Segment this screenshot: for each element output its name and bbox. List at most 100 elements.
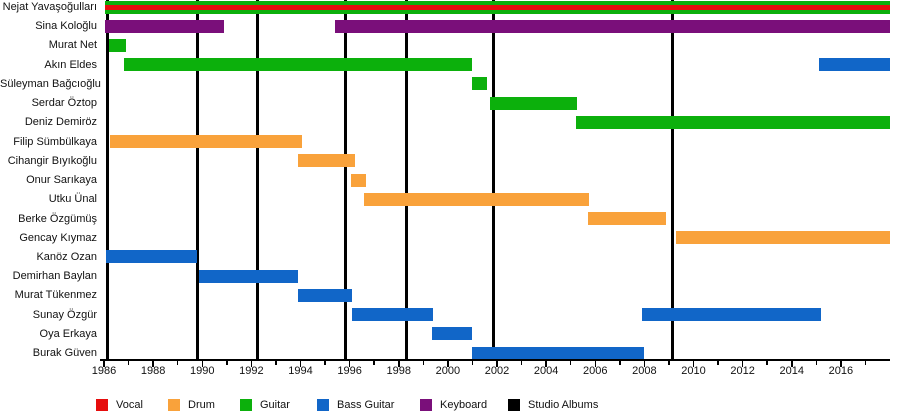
axis-tick bbox=[643, 361, 646, 367]
timeline-bar bbox=[818, 58, 890, 72]
timeline-bar bbox=[298, 154, 355, 168]
axis-tick-label: 2006 bbox=[583, 365, 608, 377]
legend-item-albums: Studio Albums bbox=[508, 398, 598, 412]
axis-tick-label: 1988 bbox=[140, 365, 166, 377]
timeline-bar bbox=[350, 173, 366, 187]
studio-album-line bbox=[491, 0, 495, 359]
axis-tick-label: 2002 bbox=[484, 365, 510, 377]
axis-tick-label: 2008 bbox=[632, 365, 657, 377]
legend-label: Studio Albums bbox=[528, 399, 599, 411]
timeline-bar bbox=[575, 115, 890, 129]
legend-swatch-guitar bbox=[240, 399, 252, 411]
axis-minor-tick bbox=[619, 361, 621, 365]
row-label: Onur Sarıkaya bbox=[26, 174, 97, 187]
row-label: Gencay Kıymaz bbox=[19, 231, 97, 244]
timeline-bar bbox=[641, 308, 822, 322]
legend-label: Vocal bbox=[116, 399, 143, 411]
row-label: Demirhan Baylan bbox=[12, 270, 97, 283]
axis-tick bbox=[103, 361, 105, 367]
x-axis-line bbox=[100, 359, 890, 361]
axis-minor-tick bbox=[569, 361, 572, 365]
axis-minor-tick bbox=[520, 361, 523, 365]
axis-minor-tick bbox=[717, 361, 719, 365]
timeline-bar bbox=[108, 38, 127, 52]
row-label: Sunay Özgür bbox=[32, 308, 97, 321]
axis-tick bbox=[496, 361, 498, 367]
axis-tick bbox=[250, 361, 253, 367]
studio-album-line bbox=[256, 0, 260, 359]
axis-tick-label: 1986 bbox=[91, 365, 117, 377]
legend-item-vocal: Vocal bbox=[96, 398, 143, 412]
axis-tick-label: 2000 bbox=[435, 365, 461, 377]
row-label: Utku Ünal bbox=[48, 193, 97, 206]
axis-tick-label: 1990 bbox=[190, 365, 215, 377]
axis-tick bbox=[152, 361, 154, 367]
timeline-bar bbox=[105, 19, 225, 33]
legend-swatch-drum bbox=[168, 399, 180, 411]
axis-tick-label: 2004 bbox=[533, 365, 559, 377]
axis-minor-tick bbox=[226, 361, 228, 365]
axis-tick-label: 1992 bbox=[239, 365, 264, 377]
row-label: Murat Net bbox=[48, 39, 97, 52]
timeline-bar bbox=[110, 135, 302, 149]
axis-tick-label: 1994 bbox=[288, 365, 313, 377]
axis-minor-tick bbox=[471, 361, 474, 365]
axis-tick bbox=[594, 361, 596, 367]
legend-item-keyboard: Keyboard bbox=[420, 398, 487, 412]
axis-minor-tick bbox=[766, 361, 768, 365]
axis-tick bbox=[741, 361, 744, 367]
legend-swatch-keyboard bbox=[420, 399, 432, 411]
row-label: Süleyman Bağcıoğlu bbox=[0, 77, 101, 90]
axis-tick bbox=[692, 361, 695, 367]
timeline-bar bbox=[431, 327, 473, 341]
studio-album-line bbox=[344, 0, 348, 359]
timeline-bar bbox=[334, 19, 890, 33]
studio-album-line bbox=[195, 0, 199, 359]
axis-tick bbox=[840, 361, 842, 367]
axis-tick-label: 2016 bbox=[828, 365, 854, 377]
axis-tick bbox=[398, 361, 400, 367]
axis-minor-tick bbox=[864, 361, 867, 365]
legend-label: Guitar bbox=[260, 399, 290, 411]
axis-minor-tick bbox=[373, 361, 375, 365]
timeline-bar bbox=[106, 250, 198, 264]
row-label: Oya Erkaya bbox=[39, 327, 97, 340]
row-label: Kanöz Ozan bbox=[36, 250, 97, 263]
legend-label: Keyboard bbox=[440, 399, 488, 411]
axis-tick-label: 1996 bbox=[337, 365, 362, 377]
row-label: Berke Özgümüş bbox=[18, 212, 97, 225]
timeline-bar bbox=[364, 192, 590, 206]
legend-swatch-bass bbox=[317, 399, 329, 411]
timeline-bar bbox=[676, 231, 890, 245]
legend-item-guitar: Guitar bbox=[240, 398, 290, 412]
timeline-bar bbox=[587, 212, 667, 226]
studio-album-line bbox=[404, 0, 408, 359]
axis-minor-tick bbox=[127, 361, 130, 365]
axis-tick-label: 2010 bbox=[681, 365, 706, 377]
overlay-stripe bbox=[105, 4, 890, 10]
row-label: Sina Koloğlu bbox=[35, 20, 97, 33]
axis-minor-tick bbox=[176, 361, 179, 365]
studio-album-line bbox=[671, 0, 675, 359]
axis-minor-tick bbox=[815, 361, 818, 365]
axis-tick bbox=[348, 361, 351, 367]
legend-item-bass: Bass Guitar bbox=[317, 398, 394, 412]
row-label: Nejat Yavaşoğulları bbox=[2, 1, 97, 13]
studio-album-line bbox=[106, 0, 110, 359]
row-label: Cihangir Bıyıkoğlu bbox=[7, 154, 97, 167]
row-label: Filip Sümbülkaya bbox=[13, 135, 97, 148]
row-label: Murat Tükenmez bbox=[14, 289, 97, 302]
timeline-bar bbox=[298, 288, 353, 302]
timeline-bar bbox=[472, 346, 645, 360]
axis-tick-label: 2012 bbox=[730, 365, 755, 377]
axis-minor-tick bbox=[324, 361, 326, 365]
axis-tick bbox=[299, 361, 302, 367]
timeline-bar bbox=[123, 58, 473, 72]
axis-tick bbox=[545, 361, 547, 367]
timeline-bar bbox=[352, 308, 434, 322]
legend-swatch-vocal bbox=[96, 399, 108, 411]
timeline-bar bbox=[489, 96, 577, 110]
timeline-bar bbox=[472, 77, 488, 91]
row-label: Akın Eldes bbox=[44, 58, 97, 71]
